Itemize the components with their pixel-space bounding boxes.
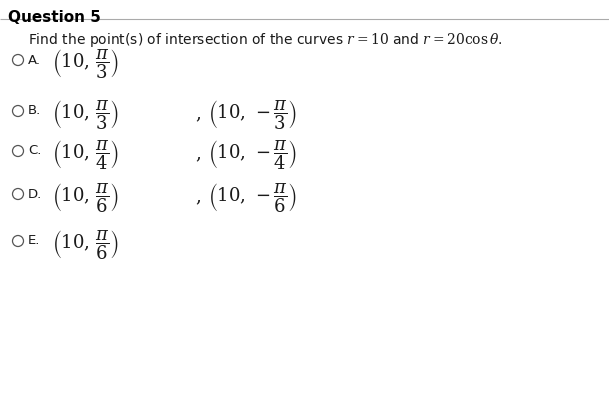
Text: D.: D. xyxy=(28,187,42,200)
Text: $\left(10,\,\dfrac{\pi}{3}\right)$: $\left(10,\,\dfrac{\pi}{3}\right)$ xyxy=(52,47,119,81)
Text: A.: A. xyxy=(28,54,41,67)
Text: Find the point(s) of intersection of the curves $r = 10$ and $r = 20\cos\theta$.: Find the point(s) of intersection of the… xyxy=(28,31,503,49)
Text: $,$: $,$ xyxy=(195,146,201,164)
Text: $\left(10,\,-\dfrac{\pi}{6}\right)$: $\left(10,\,-\dfrac{\pi}{6}\right)$ xyxy=(208,181,297,215)
Text: $\left(10,\,\dfrac{\pi}{6}\right)$: $\left(10,\,\dfrac{\pi}{6}\right)$ xyxy=(52,228,119,262)
Text: B.: B. xyxy=(28,105,41,117)
Text: $\left(10,\,-\dfrac{\pi}{4}\right)$: $\left(10,\,-\dfrac{\pi}{4}\right)$ xyxy=(208,138,297,172)
Text: $,$: $,$ xyxy=(195,106,201,124)
Text: $\left(10,\,\dfrac{\pi}{3}\right)$: $\left(10,\,\dfrac{\pi}{3}\right)$ xyxy=(52,98,119,132)
Text: $\left(10,\,-\dfrac{\pi}{3}\right)$: $\left(10,\,-\dfrac{\pi}{3}\right)$ xyxy=(208,98,297,132)
Text: $\left(10,\,\dfrac{\pi}{4}\right)$: $\left(10,\,\dfrac{\pi}{4}\right)$ xyxy=(52,138,119,172)
Text: $,$: $,$ xyxy=(195,189,201,207)
Text: C.: C. xyxy=(28,144,41,157)
Text: E.: E. xyxy=(28,234,40,247)
Text: Question 5: Question 5 xyxy=(8,10,101,25)
Text: $\left(10,\,\dfrac{\pi}{6}\right)$: $\left(10,\,\dfrac{\pi}{6}\right)$ xyxy=(52,181,119,215)
